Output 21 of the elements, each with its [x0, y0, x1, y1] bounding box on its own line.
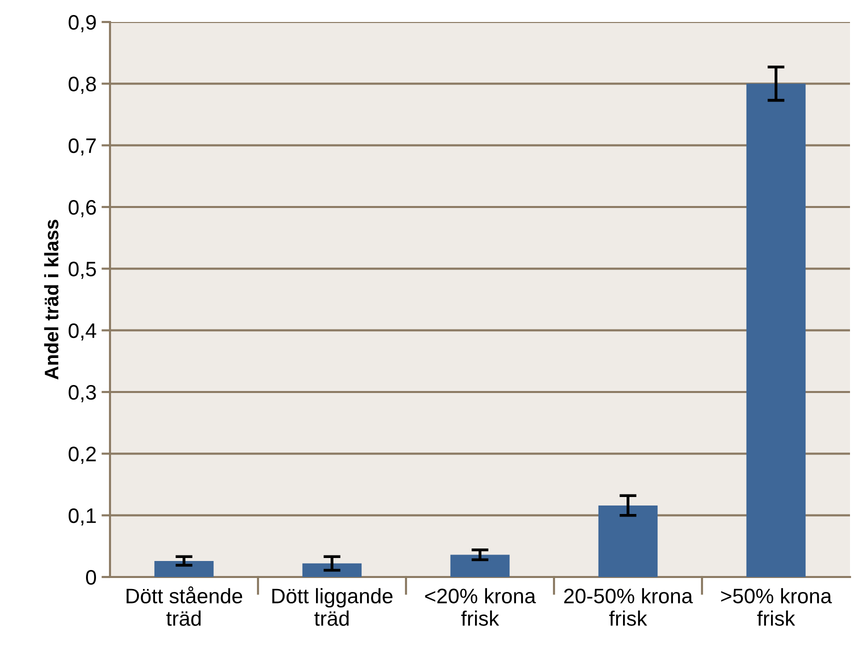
y-tick-label: 0,6 — [68, 200, 96, 218]
y-tick-label: 0,9 — [68, 15, 96, 32]
x-tick-label: <20% krona frisk — [425, 588, 536, 626]
bar — [154, 560, 214, 577]
y-tick-label: 0,8 — [68, 76, 96, 94]
x-tick-label: >50% krona frisk — [721, 588, 832, 626]
x-tick-label: Dött stående träd — [126, 586, 242, 626]
y-tick-label: 0,3 — [68, 385, 96, 402]
y-axis-title: Andel träd i klass — [44, 220, 58, 380]
x-tick-label: 20-50% krona frisk — [564, 588, 693, 626]
bar — [450, 554, 510, 577]
y-tick-label: 0,2 — [68, 446, 96, 464]
y-tick-label: 0,4 — [68, 323, 96, 341]
bar — [598, 505, 658, 577]
bar — [302, 563, 362, 577]
bar — [746, 84, 806, 577]
x-tick-label: Dött liggande träd — [272, 588, 392, 626]
y-tick-label: 0,1 — [68, 508, 96, 526]
y-tick-label: 0,5 — [68, 262, 96, 279]
y-tick-label: 0,7 — [68, 138, 96, 156]
y-tick-label: 0 — [86, 570, 96, 585]
